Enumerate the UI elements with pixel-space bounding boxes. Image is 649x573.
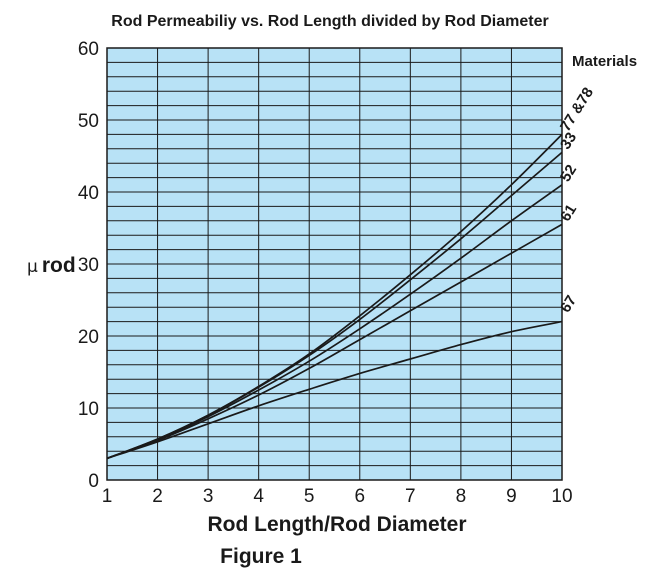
series-label: 33: [557, 129, 580, 152]
x-tick-label: 2: [152, 486, 163, 507]
x-tick-label: 4: [253, 486, 264, 507]
y-tick-label: 40: [78, 183, 99, 204]
y-tick-labels: 0 10 20 30 40 50 60: [78, 39, 99, 492]
y-tick-label: 50: [78, 111, 99, 132]
x-tick-label: 5: [304, 486, 315, 507]
x-tick-label: 3: [203, 486, 214, 507]
series-line: [106, 223, 563, 460]
y-tick-label: 10: [78, 399, 99, 420]
series-line: [106, 320, 563, 460]
y-tick-label: 30: [78, 255, 99, 276]
y-tick-label: 60: [78, 39, 99, 60]
mu-symbol: μ: [27, 257, 38, 277]
y-tick-label: 0: [88, 471, 99, 492]
legend-title: Materials: [572, 53, 637, 70]
x-tick-label: 6: [354, 486, 365, 507]
y-axis-label-text: rod: [42, 254, 76, 277]
series-label: 77 &78: [557, 84, 597, 134]
vertical-gridlines: [157, 48, 512, 480]
figure-caption: Figure 1: [220, 545, 302, 568]
x-tick-labels: 1 2 3 4 5 6 7 8 9 10: [102, 486, 573, 507]
x-tick-label: 9: [506, 486, 517, 507]
x-tick-label: 7: [405, 486, 416, 507]
series-label: 67: [557, 293, 580, 316]
series-lines: [106, 133, 563, 460]
series-label: 61: [557, 201, 580, 224]
x-axis-label: Rod Length/Rod Diameter: [207, 513, 466, 536]
x-tick-label: 8: [456, 486, 467, 507]
y-tick-label: 20: [78, 327, 99, 348]
chart-title: Rod Permeabiliy vs. Rod Length divided b…: [111, 13, 548, 30]
series-line: [106, 184, 563, 460]
x-tick-label: 1: [102, 486, 113, 507]
series-line: [106, 151, 563, 460]
y-axis-label: μ rod: [27, 254, 76, 277]
series-label: 52: [557, 162, 580, 185]
x-tick-label: 10: [551, 486, 572, 507]
plot-frame: [106, 47, 563, 481]
